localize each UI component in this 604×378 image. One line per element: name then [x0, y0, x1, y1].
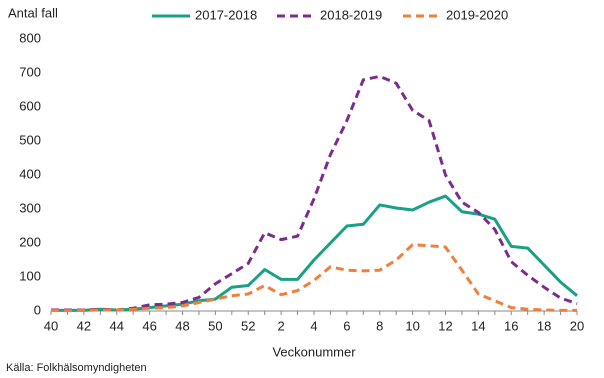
x-axis-label: Veckonummer — [272, 344, 356, 359]
y-tick-label: 700 — [19, 64, 41, 79]
x-tick-label: 46 — [142, 318, 156, 333]
x-tick-label: 18 — [537, 318, 551, 333]
legend-label: 2019-2020 — [446, 7, 508, 22]
y-axis-label: Antal fall — [8, 5, 58, 20]
x-tick-label: 6 — [343, 318, 350, 333]
source: Källa: Folkhälsomyndigheten — [6, 362, 147, 374]
x-tick-label: 10 — [405, 318, 419, 333]
x-tick-label: 14 — [471, 318, 485, 333]
series-line — [51, 194, 578, 312]
y-tick-label: 500 — [19, 132, 41, 147]
y-tick-label: 800 — [19, 30, 41, 45]
y-tick-label: 600 — [19, 98, 41, 113]
x-tick-label: 52 — [241, 318, 255, 333]
x-tick-label: 20 — [570, 318, 584, 333]
series-line — [51, 243, 577, 313]
x-tick-label: 8 — [376, 318, 383, 333]
x-tick-label: 2 — [278, 318, 285, 333]
x-tick-label: 12 — [438, 318, 452, 333]
x-tick-label: 42 — [77, 318, 91, 333]
x-tick-label: 44 — [110, 318, 124, 333]
x-tick-label: 16 — [504, 318, 518, 333]
x-tick-label: 40 — [44, 318, 58, 333]
y-tick-label: 400 — [19, 166, 41, 181]
legend-label: 2017-2018 — [195, 7, 257, 22]
x-tick-label: 48 — [175, 318, 189, 333]
y-tick-label: 0 — [34, 302, 41, 317]
y-tick-label: 300 — [19, 200, 41, 215]
y-tick-label: 200 — [19, 234, 41, 249]
legend-label: 2018-2019 — [320, 7, 382, 22]
x-tick-label: 4 — [310, 318, 317, 333]
series-line — [51, 74, 578, 312]
y-tick-label: 100 — [19, 268, 41, 283]
x-tick-label: 50 — [208, 318, 222, 333]
